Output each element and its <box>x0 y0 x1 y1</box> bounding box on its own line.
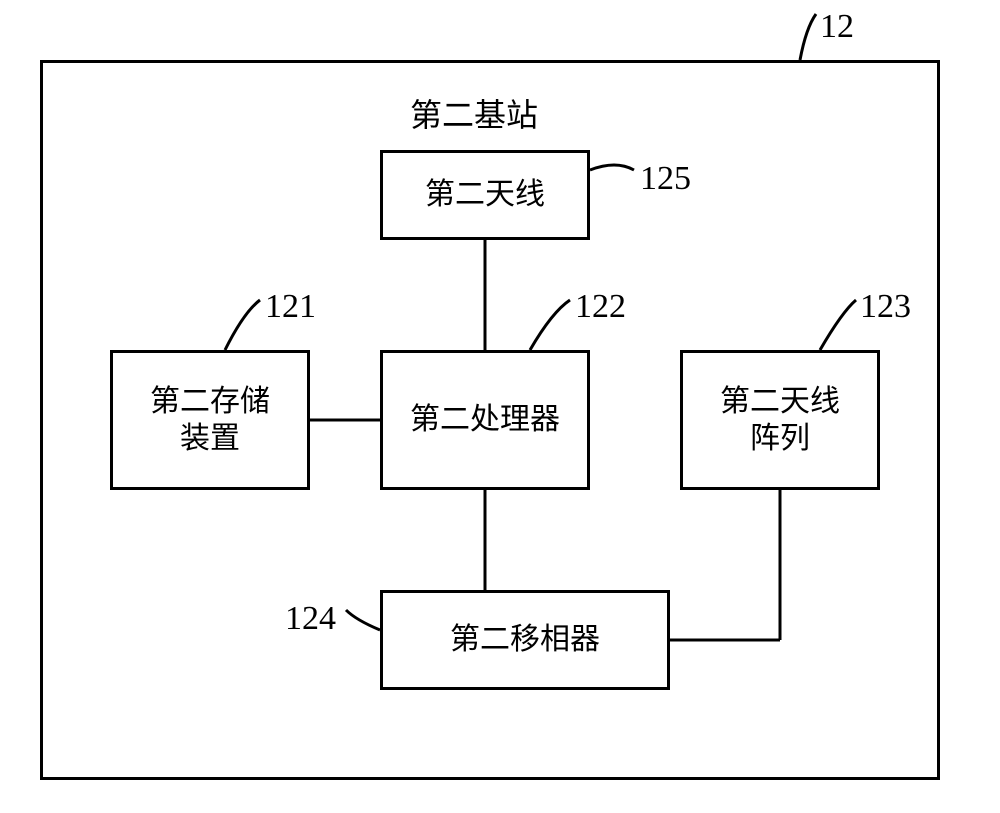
node-second-phase-shifter: 第二移相器 <box>380 590 670 690</box>
container-title: 第二基站 <box>410 90 538 136</box>
ref-label-12: 12 <box>820 8 854 46</box>
ref-label-n125: 125 <box>640 160 691 198</box>
node-second-storage-device: 第二存储装置 <box>110 350 310 490</box>
ref-label-n123: 123 <box>860 288 911 326</box>
ref-label-n121: 121 <box>265 288 316 326</box>
ref-label-n124: 124 <box>285 600 336 638</box>
node-second-processor: 第二处理器 <box>380 350 590 490</box>
ref-label-n122: 122 <box>575 288 626 326</box>
node-second-antenna-array: 第二天线阵列 <box>680 350 880 490</box>
node-second-antenna: 第二天线 <box>380 150 590 240</box>
